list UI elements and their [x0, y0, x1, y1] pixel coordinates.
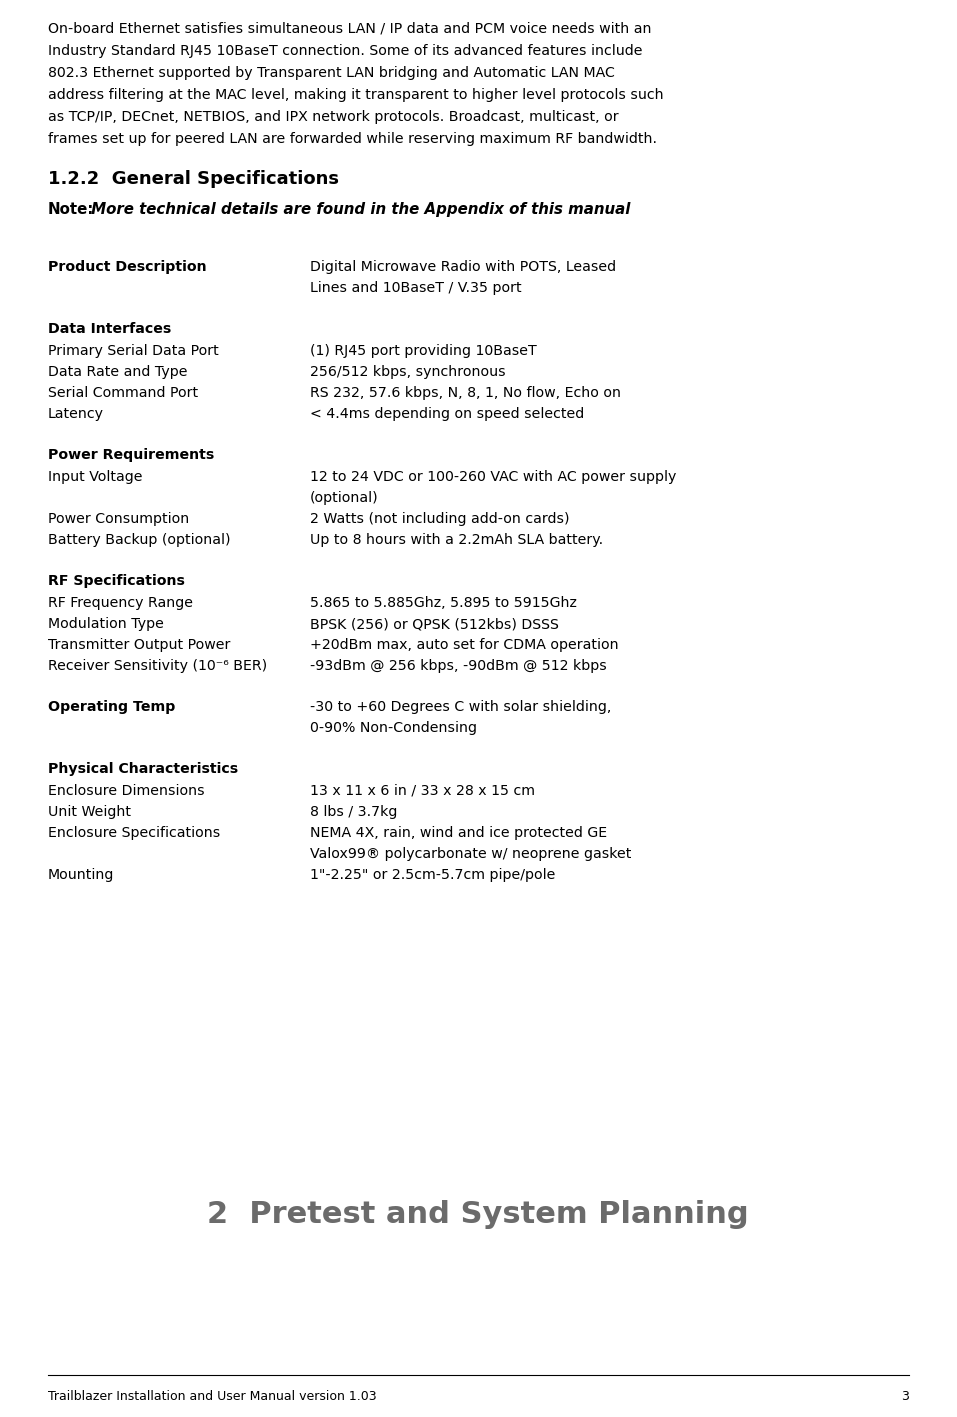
- Text: Primary Serial Data Port: Primary Serial Data Port: [48, 344, 219, 359]
- Text: BPSK (256) or QPSK (512kbs) DSSS: BPSK (256) or QPSK (512kbs) DSSS: [310, 616, 559, 631]
- Text: frames set up for peered LAN are forwarded while reserving maximum RF bandwidth.: frames set up for peered LAN are forward…: [48, 132, 657, 146]
- Text: Lines and 10BaseT / V.35 port: Lines and 10BaseT / V.35 port: [310, 281, 522, 295]
- Text: NEMA 4X, rain, wind and ice protected GE: NEMA 4X, rain, wind and ice protected GE: [310, 826, 607, 840]
- Text: 0-90% Non-Condensing: 0-90% Non-Condensing: [310, 721, 477, 735]
- Text: Digital Microwave Radio with POTS, Leased: Digital Microwave Radio with POTS, Lease…: [310, 259, 616, 273]
- Text: Mounting: Mounting: [48, 869, 115, 881]
- Text: < 4.4ms depending on speed selected: < 4.4ms depending on speed selected: [310, 407, 585, 421]
- Text: 12 to 24 VDC or 100-260 VAC with AC power supply: 12 to 24 VDC or 100-260 VAC with AC powe…: [310, 470, 677, 485]
- Text: +20dBm max, auto set for CDMA operation: +20dBm max, auto set for CDMA operation: [310, 638, 618, 652]
- Text: as TCP/IP, DECnet, NETBIOS, and IPX network protocols. Broadcast, multicast, or: as TCP/IP, DECnet, NETBIOS, and IPX netw…: [48, 111, 618, 125]
- Text: Receiver Sensitivity (10⁻⁶ BER): Receiver Sensitivity (10⁻⁶ BER): [48, 659, 267, 673]
- Text: Enclosure Dimensions: Enclosure Dimensions: [48, 784, 205, 798]
- Text: 1.2.2  General Specifications: 1.2.2 General Specifications: [48, 170, 339, 188]
- Text: Operating Temp: Operating Temp: [48, 700, 175, 714]
- Text: Note:: Note:: [48, 203, 94, 217]
- Text: Unit Weight: Unit Weight: [48, 805, 131, 819]
- Text: Data Interfaces: Data Interfaces: [48, 322, 171, 336]
- Text: 8 lbs / 3.7kg: 8 lbs / 3.7kg: [310, 805, 397, 819]
- Text: Transmitter Output Power: Transmitter Output Power: [48, 638, 231, 652]
- Text: Industry Standard RJ45 10BaseT connection. Some of its advanced features include: Industry Standard RJ45 10BaseT connectio…: [48, 44, 642, 58]
- Text: Up to 8 hours with a 2.2mAh SLA battery.: Up to 8 hours with a 2.2mAh SLA battery.: [310, 533, 603, 547]
- Text: 256/512 kbps, synchronous: 256/512 kbps, synchronous: [310, 366, 505, 378]
- Text: Data Rate and Type: Data Rate and Type: [48, 366, 188, 378]
- Text: -93dBm @ 256 kbps, -90dBm @ 512 kbps: -93dBm @ 256 kbps, -90dBm @ 512 kbps: [310, 659, 607, 673]
- Text: -30 to +60 Degrees C with solar shielding,: -30 to +60 Degrees C with solar shieldin…: [310, 700, 612, 714]
- Text: address filtering at the MAC level, making it transparent to higher level protoc: address filtering at the MAC level, maki…: [48, 88, 663, 102]
- Text: 3: 3: [901, 1390, 909, 1403]
- Text: Product Description: Product Description: [48, 259, 207, 273]
- Text: Modulation Type: Modulation Type: [48, 616, 164, 631]
- Text: 2  Pretest and System Planning: 2 Pretest and System Planning: [207, 1200, 748, 1229]
- Text: Latency: Latency: [48, 407, 104, 421]
- Text: Physical Characteristics: Physical Characteristics: [48, 762, 238, 777]
- Text: Valox99® polycarbonate w/ neoprene gasket: Valox99® polycarbonate w/ neoprene gaske…: [310, 847, 632, 862]
- Text: RF Specifications: RF Specifications: [48, 574, 185, 588]
- Text: Battery Backup (optional): Battery Backup (optional): [48, 533, 231, 547]
- Text: Power Requirements: Power Requirements: [48, 448, 214, 462]
- Text: Input Voltage: Input Voltage: [48, 470, 143, 485]
- Text: Enclosure Specifications: Enclosure Specifications: [48, 826, 220, 840]
- Text: 1"-2.25" or 2.5cm-5.7cm pipe/pole: 1"-2.25" or 2.5cm-5.7cm pipe/pole: [310, 869, 555, 881]
- Text: RF Frequency Range: RF Frequency Range: [48, 597, 193, 609]
- Text: RS 232, 57.6 kbps, N, 8, 1, No flow, Echo on: RS 232, 57.6 kbps, N, 8, 1, No flow, Ech…: [310, 385, 621, 400]
- Text: Serial Command Port: Serial Command Port: [48, 385, 198, 400]
- Text: 802.3 Ethernet supported by Transparent LAN bridging and Automatic LAN MAC: 802.3 Ethernet supported by Transparent …: [48, 67, 615, 79]
- Text: Trailblazer Installation and User Manual version 1.03: Trailblazer Installation and User Manual…: [48, 1390, 377, 1403]
- Text: (1) RJ45 port providing 10BaseT: (1) RJ45 port providing 10BaseT: [310, 344, 537, 359]
- Text: (optional): (optional): [310, 492, 379, 504]
- Text: 13 x 11 x 6 in / 33 x 28 x 15 cm: 13 x 11 x 6 in / 33 x 28 x 15 cm: [310, 784, 535, 798]
- Text: Power Consumption: Power Consumption: [48, 512, 189, 526]
- Text: 5.865 to 5.885Ghz, 5.895 to 5915Ghz: 5.865 to 5.885Ghz, 5.895 to 5915Ghz: [310, 597, 577, 609]
- Text: On-board Ethernet satisfies simultaneous LAN / IP data and PCM voice needs with : On-board Ethernet satisfies simultaneous…: [48, 23, 652, 35]
- Text: More technical details are found in the Appendix of this manual: More technical details are found in the …: [86, 203, 631, 217]
- Text: 2 Watts (not including add-on cards): 2 Watts (not including add-on cards): [310, 512, 569, 526]
